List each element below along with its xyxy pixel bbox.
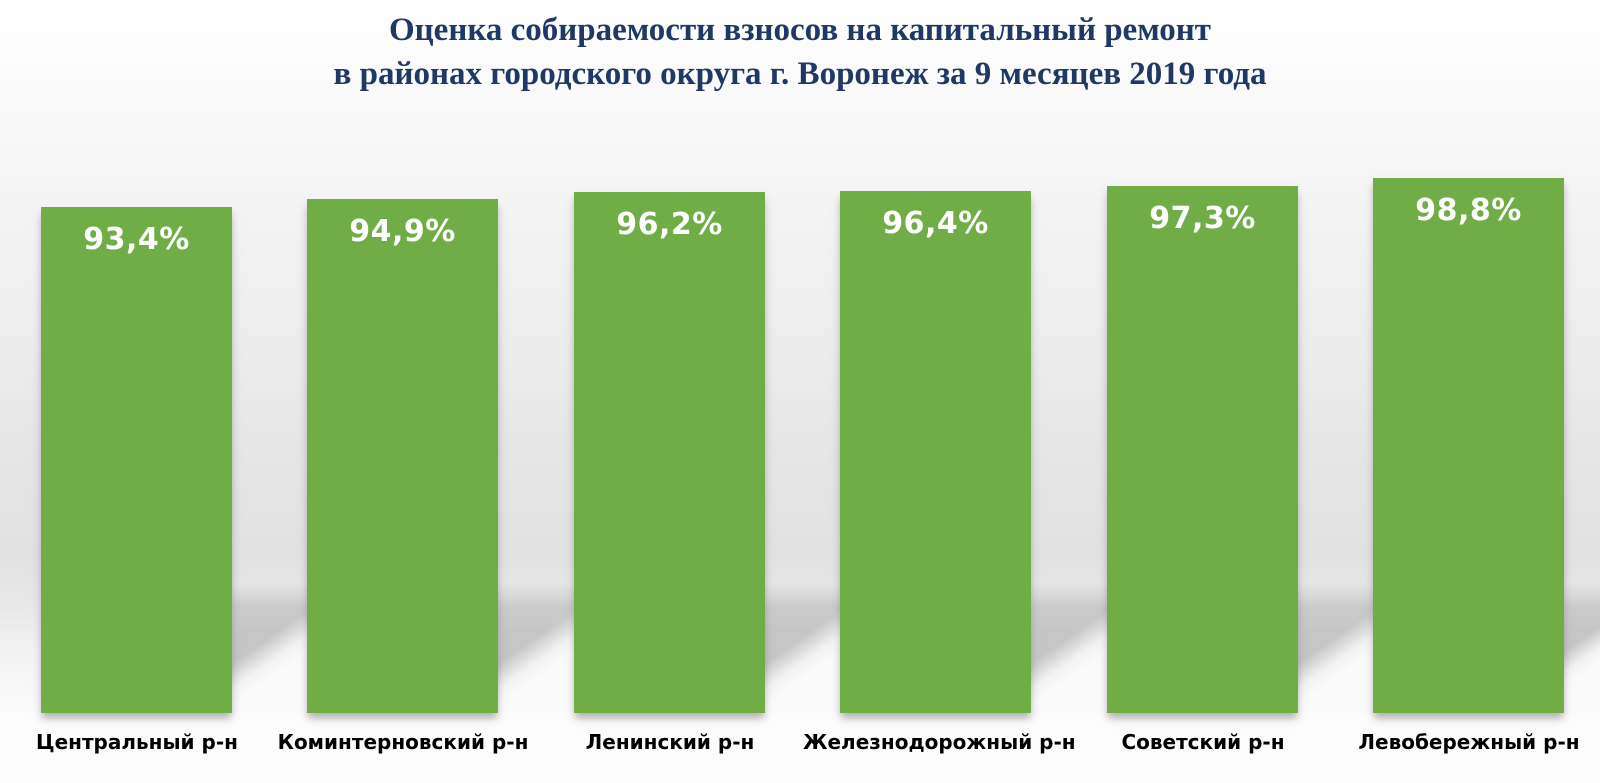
bar-value-label: 98,8% bbox=[1415, 193, 1522, 228]
bar-3: 96,2% bbox=[574, 192, 765, 713]
category-label: Левобережный р-н bbox=[1358, 730, 1580, 754]
category-label: Коминтерновский р-н bbox=[277, 730, 529, 754]
bar-cast-shadow bbox=[232, 583, 307, 713]
bar-value-label: 93,4% bbox=[83, 222, 190, 257]
chart-title-line-1: Оценка собираемости взносов на капитальн… bbox=[389, 12, 1211, 48]
chart-title-line-2: в районах городского округа г. Воронеж з… bbox=[333, 56, 1267, 92]
bar-1: 93,4% bbox=[41, 207, 232, 713]
bar-value-label: 96,2% bbox=[616, 207, 723, 242]
bar-cast-shadow bbox=[1031, 583, 1107, 713]
category-label: Ленинский р-н bbox=[585, 730, 755, 754]
category-label: Железнодорожный р-н bbox=[803, 730, 1076, 754]
category-label: Советский р-н bbox=[1121, 730, 1285, 754]
bar-cast-shadow bbox=[1298, 583, 1373, 713]
bar-value-label: 94,9% bbox=[349, 214, 456, 249]
category-label: Центральный р-н bbox=[36, 730, 238, 754]
bar-value-label: 96,4% bbox=[882, 206, 989, 241]
bar-6: 98,8% bbox=[1373, 178, 1564, 713]
bar-value-label: 97,3% bbox=[1149, 201, 1256, 236]
bar-4: 96,4% bbox=[840, 191, 1031, 713]
plot-floor bbox=[0, 713, 1600, 783]
bar-cast-shadow bbox=[498, 583, 574, 713]
bar-2: 94,9% bbox=[307, 199, 498, 713]
bar-5: 97,3% bbox=[1107, 186, 1298, 713]
chart-title: Оценка собираемости взносов на капитальн… bbox=[0, 8, 1600, 96]
bar-cast-shadow bbox=[765, 583, 840, 713]
bar-cast-shadow bbox=[1564, 583, 1600, 713]
